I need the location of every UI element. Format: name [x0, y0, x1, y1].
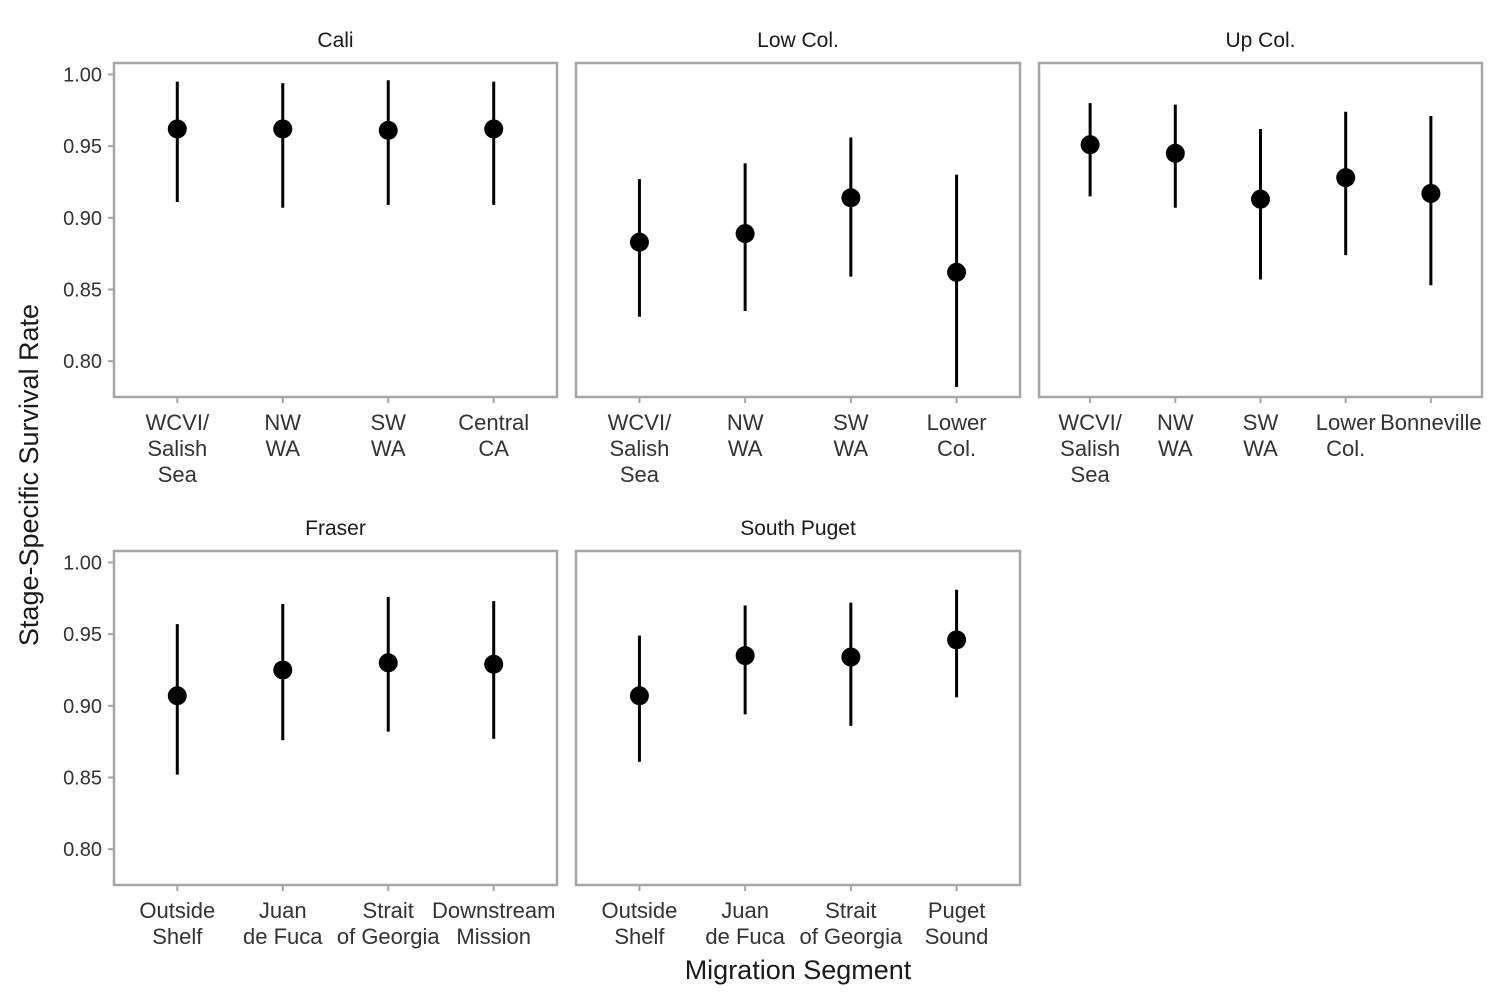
estimate-point	[841, 188, 861, 208]
x-tick-label: Juan de Fuca	[705, 898, 785, 949]
y-tick-label: 1.00	[63, 552, 102, 574]
panel-frame-cali	[112, 61, 559, 399]
x-tick-label: WCVI/Salish Sea	[146, 410, 210, 487]
x-tick-label: NW WA	[1157, 410, 1194, 461]
estimate-point	[1165, 143, 1185, 163]
panel-frame-fraser	[112, 549, 559, 887]
panel-frame-south-puget	[574, 549, 1022, 887]
x-tick-label: SW WA	[371, 410, 407, 461]
panel-title-cali: Cali	[317, 29, 353, 52]
y-tick-label: 0.85	[63, 767, 102, 789]
estimate-point	[735, 224, 755, 244]
estimate-point	[629, 232, 649, 252]
y-tick-label: 0.95	[63, 136, 102, 158]
x-tick-label: Central CA	[458, 410, 529, 461]
estimate-point	[484, 119, 504, 139]
y-tick-label: 1.00	[63, 64, 102, 86]
x-tick-label: SW WA	[1243, 410, 1279, 461]
x-tick-label: WCVI/Salish Sea	[1058, 410, 1122, 487]
estimate-point	[947, 262, 967, 282]
y-tick-label: 0.80	[63, 839, 102, 861]
x-tick-label: Lower Col.	[1316, 410, 1376, 461]
x-tick-label: NW WA	[727, 410, 764, 461]
estimate-point	[1251, 189, 1270, 209]
x-tick-label: WCVI/Salish Sea	[608, 410, 672, 487]
x-tick-label: Outside Shelf	[602, 898, 678, 949]
estimate-point	[167, 119, 187, 139]
estimate-point	[378, 120, 398, 140]
y-tick-label: 0.90	[63, 208, 102, 230]
y-tick-label: 0.80	[63, 351, 102, 373]
panel-title-fraser: Fraser	[305, 517, 366, 540]
estimate-point	[484, 654, 504, 674]
y-tick-label: 0.90	[63, 696, 102, 718]
estimate-point	[1421, 183, 1441, 203]
estimate-point	[273, 119, 293, 139]
panel-title-south-puget: South Puget	[740, 517, 856, 540]
estimate-point	[378, 653, 398, 673]
estimate-point	[1336, 168, 1356, 188]
panel-title-low-col: Low Col.	[757, 29, 839, 52]
x-tick-label: Strait of Georgia	[337, 898, 440, 949]
estimate-point	[735, 646, 755, 666]
estimate-point	[841, 647, 861, 667]
x-tick-label: Lower Col.	[927, 410, 987, 461]
x-tick-label: Outside Shelf	[139, 898, 215, 949]
y-tick-label: 0.85	[63, 279, 102, 301]
x-tick-label: Bonneville	[1380, 410, 1482, 435]
panel-frame-low-col	[574, 61, 1022, 399]
estimate-point	[947, 630, 967, 650]
y-tick-label: 0.95	[63, 624, 102, 646]
estimate-point	[1080, 135, 1100, 155]
x-tick-label: Puget Sound	[925, 898, 989, 949]
x-tick-label: Downstream Mission	[432, 898, 555, 949]
x-axis-title: Migration Segment	[685, 955, 912, 985]
x-tick-label: SW WA	[833, 410, 869, 461]
x-tick-label: Strait of Georgia	[799, 898, 902, 949]
x-tick-label: NW WA	[264, 410, 301, 461]
panel-title-up-col: Up Col.	[1225, 29, 1295, 52]
estimate-point	[167, 686, 187, 706]
x-tick-label: Juan de Fuca	[243, 898, 323, 949]
estimate-point	[629, 686, 649, 706]
estimate-point	[273, 660, 293, 680]
y-axis-title: Stage-Specific Survival Rate	[14, 304, 44, 646]
